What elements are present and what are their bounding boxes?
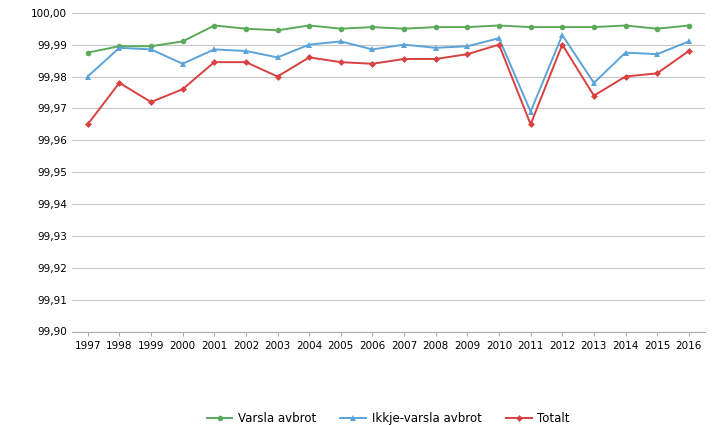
Varsla avbrot (147, 44, 155, 49)
Totalt (526, 122, 535, 127)
Varsla avbrot (305, 23, 313, 28)
Ikkje-varsla avbrot (368, 47, 377, 52)
Varsla avbrot (336, 26, 345, 31)
Totalt (558, 42, 567, 47)
Totalt (242, 60, 250, 65)
Varsla avbrot (431, 25, 440, 30)
Varsla avbrot (83, 50, 92, 55)
Varsla avbrot (526, 25, 535, 30)
Varsla avbrot (495, 23, 503, 28)
Totalt (368, 61, 377, 66)
Legend: Varsla avbrot, Ikkje-varsla avbrot, Totalt: Varsla avbrot, Ikkje-varsla avbrot, Tota… (202, 408, 574, 425)
Ikkje-varsla avbrot (590, 80, 598, 85)
Varsla avbrot (400, 26, 408, 31)
Totalt (653, 71, 661, 76)
Totalt (684, 48, 693, 54)
Totalt (83, 122, 92, 127)
Ikkje-varsla avbrot (115, 45, 124, 51)
Ikkje-varsla avbrot (178, 61, 187, 66)
Totalt (495, 42, 503, 47)
Ikkje-varsla avbrot (273, 55, 282, 60)
Varsla avbrot (242, 26, 250, 31)
Ikkje-varsla avbrot (400, 42, 408, 47)
Varsla avbrot (368, 25, 377, 30)
Varsla avbrot (115, 44, 124, 49)
Ikkje-varsla avbrot (147, 47, 155, 52)
Ikkje-varsla avbrot (621, 50, 630, 55)
Totalt (115, 80, 124, 85)
Totalt (273, 74, 282, 79)
Totalt (178, 87, 187, 92)
Totalt (400, 57, 408, 62)
Ikkje-varsla avbrot (83, 74, 92, 79)
Ikkje-varsla avbrot (653, 52, 661, 57)
Varsla avbrot (653, 26, 661, 31)
Varsla avbrot (558, 25, 567, 30)
Ikkje-varsla avbrot (431, 45, 440, 51)
Ikkje-varsla avbrot (558, 33, 567, 38)
Totalt (431, 57, 440, 62)
Varsla avbrot (210, 23, 219, 28)
Ikkje-varsla avbrot (242, 48, 250, 54)
Totalt (590, 93, 598, 98)
Varsla avbrot (590, 25, 598, 30)
Totalt (336, 60, 345, 65)
Ikkje-varsla avbrot (305, 42, 313, 47)
Ikkje-varsla avbrot (495, 36, 503, 41)
Totalt (210, 60, 219, 65)
Varsla avbrot (684, 23, 693, 28)
Ikkje-varsla avbrot (526, 109, 535, 114)
Totalt (621, 74, 630, 79)
Totalt (463, 52, 472, 57)
Varsla avbrot (621, 23, 630, 28)
Ikkje-varsla avbrot (463, 44, 472, 49)
Line: Ikkje-varsla avbrot: Ikkje-varsla avbrot (85, 32, 692, 114)
Varsla avbrot (178, 39, 187, 44)
Totalt (147, 99, 155, 105)
Line: Totalt: Totalt (86, 42, 691, 127)
Varsla avbrot (463, 25, 472, 30)
Line: Varsla avbrot: Varsla avbrot (85, 23, 692, 55)
Ikkje-varsla avbrot (684, 39, 693, 44)
Ikkje-varsla avbrot (336, 39, 345, 44)
Ikkje-varsla avbrot (210, 47, 219, 52)
Varsla avbrot (273, 28, 282, 33)
Totalt (305, 55, 313, 60)
